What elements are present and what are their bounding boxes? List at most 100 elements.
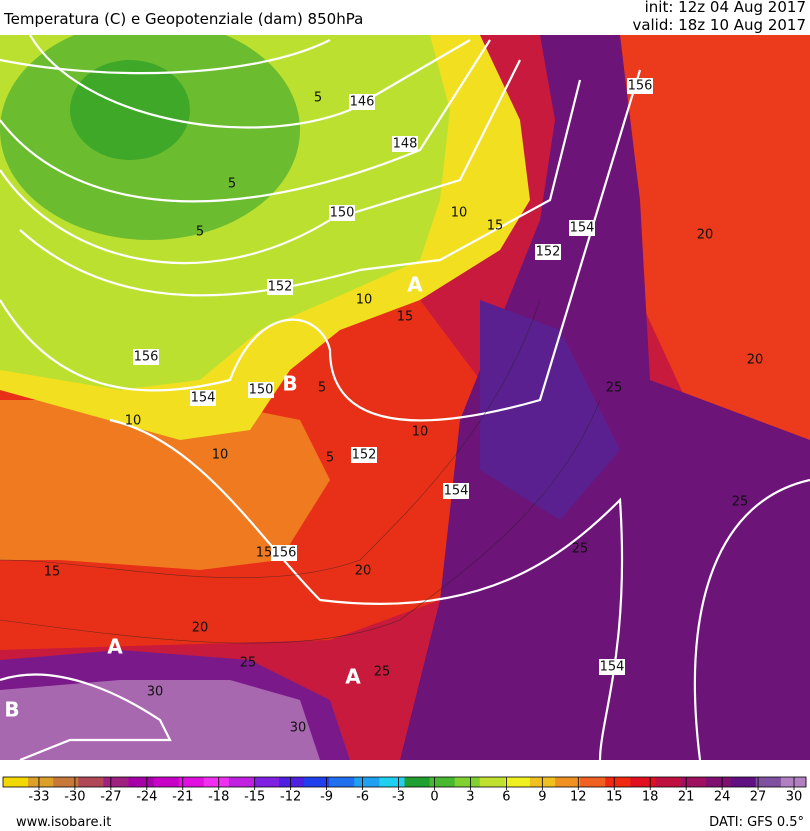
temperature-label: 25	[240, 656, 257, 671]
color-swatch	[53, 777, 79, 787]
temperature-label: 25	[606, 381, 623, 396]
geopotential-label: 154	[600, 660, 625, 675]
tick-label: 9	[538, 790, 546, 805]
color-swatch	[279, 777, 305, 787]
tick-label: -33	[28, 790, 49, 805]
pressure-center: A	[345, 665, 361, 689]
temperature-label: 20	[747, 353, 764, 368]
valid-time: valid: 18z 10 Aug 2017	[632, 16, 806, 34]
color-swatch	[555, 777, 581, 787]
colorbar: -33 -30 -27 -24 -21 -18 -15 -12 -9 -6 -3 0 3 6 9 12 15 18…	[2, 776, 807, 805]
temperature-label: 5	[228, 177, 236, 192]
temperature-label: 15	[256, 546, 273, 561]
color-swatch	[203, 777, 230, 787]
color-swatch	[680, 777, 707, 787]
color-swatch	[178, 777, 205, 787]
temperature-label: 25	[732, 495, 749, 510]
tick-label: 21	[678, 790, 695, 805]
temperature-label: 10	[356, 293, 373, 308]
map-title: Temperatura (C) e Geopotenziale (dam) 85…	[3, 10, 363, 28]
color-swatch	[454, 777, 481, 787]
label-box	[190, 390, 216, 406]
temperature-label: 30	[290, 721, 307, 736]
tick-label: -24	[136, 790, 157, 805]
source-label: www.isobare.it	[16, 815, 111, 830]
color-swatch	[655, 777, 682, 787]
map-field	[0, 35, 810, 760]
label-box	[349, 94, 375, 110]
geopotential-label: 152	[352, 448, 377, 463]
geopotential-label: 146	[350, 95, 375, 110]
label-box	[443, 483, 469, 499]
color-swatch	[705, 777, 732, 787]
label-box	[627, 78, 653, 94]
geopotential-label: 156	[628, 79, 653, 94]
label-box	[267, 279, 293, 295]
temperature-label: 5	[326, 451, 334, 466]
geopotential-label: 154	[444, 484, 469, 499]
tick-label: -18	[208, 790, 229, 805]
tick-label: 12	[570, 790, 587, 805]
color-swatch	[329, 777, 355, 787]
color-swatch	[379, 777, 405, 787]
label-box	[569, 220, 595, 236]
temperature-label: 5	[196, 225, 204, 240]
colorbar-frame	[2, 776, 807, 788]
label-box	[599, 659, 625, 675]
color-swatch	[103, 777, 129, 787]
label-box	[351, 447, 377, 463]
temperature-label: 25	[572, 542, 589, 557]
label-box	[271, 545, 297, 561]
color-swatch	[128, 777, 155, 787]
tick-label: -15	[244, 790, 265, 805]
geopotential-label: 150	[330, 206, 355, 221]
pressure-center: B	[4, 698, 19, 722]
label-box	[329, 205, 355, 221]
geopotential-label: 152	[536, 245, 561, 260]
temperature-label: 5	[314, 91, 322, 106]
color-swatch	[304, 777, 330, 787]
temperature-label: 10	[212, 448, 229, 463]
tick-label: 24	[714, 790, 731, 805]
pressure-center: A	[407, 273, 423, 297]
color-swatch	[479, 777, 506, 787]
temperature-label: 10	[451, 206, 468, 221]
temperature-label: 20	[192, 621, 209, 636]
pressure-center: B	[282, 372, 297, 396]
color-swatch	[253, 777, 280, 787]
geopotential-label: 148	[393, 137, 418, 152]
temperature-label: 10	[412, 425, 429, 440]
color-swatch	[630, 777, 656, 787]
temperature-label: 10	[125, 414, 142, 429]
color-swatch	[504, 777, 531, 787]
tick-label: -9	[320, 790, 333, 805]
color-swatch	[78, 777, 104, 787]
tick-label: 0	[430, 790, 438, 805]
color-swatch	[404, 777, 431, 787]
temperature-label: 5	[318, 381, 326, 396]
color-swatch	[3, 777, 29, 787]
temperature-label: 15	[44, 565, 61, 580]
map-labels: 1461481501521501541561521541561521541561…	[4, 78, 763, 736]
color-swatch	[529, 777, 556, 787]
tick-label: -3	[392, 790, 405, 805]
color-swatch	[755, 777, 782, 787]
tick-label: 15	[606, 790, 623, 805]
init-time: init: 12z 04 Aug 2017	[645, 0, 806, 16]
label-box	[392, 136, 418, 152]
tick-label: 6	[502, 790, 510, 805]
geopotential-label: 154	[191, 391, 216, 406]
geopotential-label: 154	[570, 221, 595, 236]
color-swatch	[429, 777, 456, 787]
temperature-label: 30	[147, 685, 164, 700]
color-swatch	[580, 777, 606, 787]
color-swatch	[28, 777, 54, 787]
tick-label: -27	[100, 790, 121, 805]
color-swatch	[153, 777, 180, 787]
tick-label: -6	[356, 790, 369, 805]
tick-label: 3	[466, 790, 474, 805]
label-box	[133, 349, 159, 365]
color-swatch	[228, 777, 255, 787]
temperature-label: 20	[697, 228, 714, 243]
